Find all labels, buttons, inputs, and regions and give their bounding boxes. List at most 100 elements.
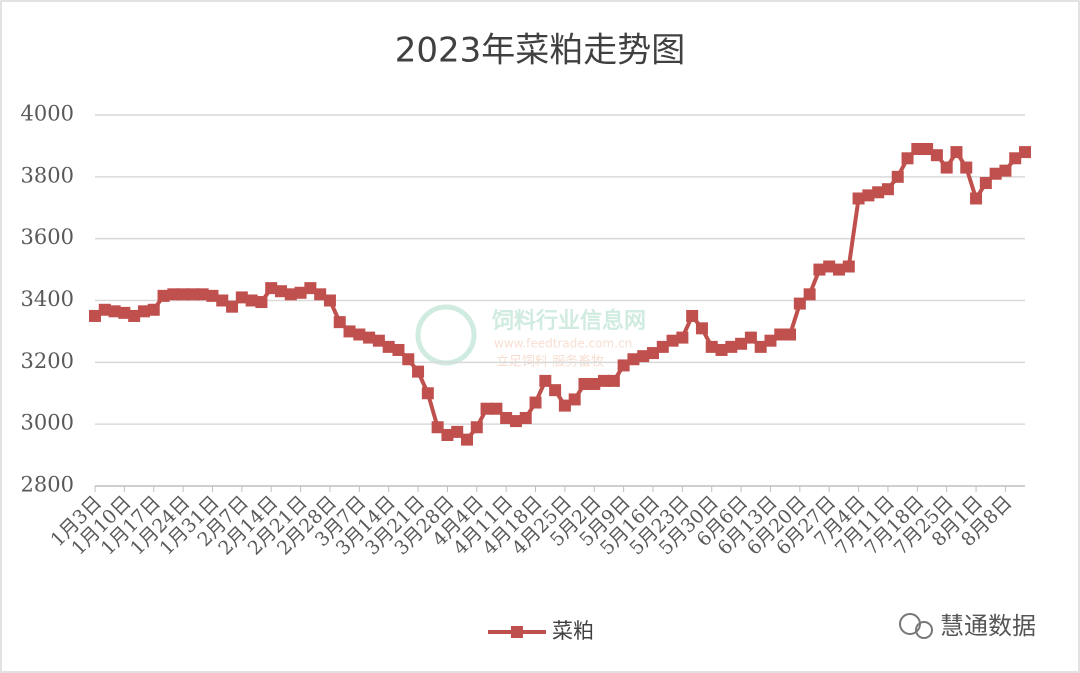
data-marker bbox=[901, 152, 914, 165]
data-marker bbox=[372, 334, 385, 347]
data-marker bbox=[686, 309, 699, 322]
data-marker bbox=[558, 399, 571, 412]
data-marker bbox=[255, 296, 268, 309]
data-marker bbox=[872, 186, 885, 199]
data-marker bbox=[333, 316, 346, 329]
source-badge: 慧通数据 bbox=[899, 612, 1036, 640]
data-marker bbox=[343, 325, 356, 338]
data-marker bbox=[284, 288, 297, 301]
data-marker bbox=[666, 334, 679, 347]
data-marker bbox=[402, 353, 415, 366]
watermark-text: 立足饲料 服务畜牧 bbox=[496, 354, 604, 370]
data-marker bbox=[979, 177, 992, 190]
data-marker bbox=[245, 294, 258, 307]
y-tick-label: 3600 bbox=[21, 225, 74, 249]
data-marker bbox=[196, 288, 209, 301]
data-marker bbox=[793, 297, 806, 310]
data-marker bbox=[881, 183, 894, 196]
data-marker bbox=[833, 263, 845, 276]
data-marker bbox=[177, 288, 190, 301]
data-marker bbox=[206, 289, 219, 302]
data-marker bbox=[421, 387, 434, 400]
data-marker bbox=[930, 149, 943, 162]
data-marker bbox=[314, 288, 327, 301]
data-marker bbox=[147, 303, 160, 316]
data-marker bbox=[353, 328, 366, 341]
data-marker bbox=[431, 421, 444, 434]
y-tick-label: 3200 bbox=[21, 349, 74, 373]
data-marker bbox=[852, 192, 865, 205]
y-tick-label: 2800 bbox=[21, 473, 74, 497]
data-marker bbox=[970, 192, 983, 205]
data-marker bbox=[803, 288, 816, 301]
data-marker bbox=[598, 374, 611, 387]
data-marker bbox=[774, 328, 787, 341]
data-marker bbox=[275, 285, 287, 298]
data-marker bbox=[441, 428, 454, 441]
data-marker bbox=[862, 189, 875, 202]
data-marker bbox=[186, 288, 199, 301]
data-marker bbox=[744, 331, 757, 344]
data-marker bbox=[509, 415, 522, 428]
data-marker bbox=[108, 305, 121, 318]
data-marker bbox=[705, 340, 718, 353]
watermark-text: 饲料行业信息网 bbox=[491, 308, 646, 334]
data-marker bbox=[627, 353, 640, 366]
data-marker bbox=[412, 365, 425, 378]
data-marker bbox=[735, 337, 748, 350]
data-marker bbox=[989, 167, 1002, 180]
watermark-text: www.feedtrade.com.cn bbox=[494, 337, 632, 351]
data-marker bbox=[637, 350, 650, 363]
data-marker bbox=[167, 288, 180, 301]
y-tick-label: 3800 bbox=[21, 163, 74, 187]
data-marker bbox=[235, 291, 248, 304]
y-tick-label: 3000 bbox=[21, 411, 74, 435]
data-marker bbox=[323, 294, 336, 307]
data-marker bbox=[461, 433, 473, 446]
data-marker bbox=[89, 309, 101, 322]
data-marker bbox=[647, 347, 659, 360]
data-marker bbox=[128, 309, 141, 322]
data-marker bbox=[500, 411, 513, 424]
data-marker bbox=[265, 282, 278, 295]
data-marker bbox=[1009, 152, 1022, 165]
data-marker bbox=[921, 143, 934, 156]
data-marker bbox=[216, 294, 229, 307]
y-tick-label: 4000 bbox=[21, 102, 74, 126]
data-marker bbox=[578, 377, 591, 390]
data-marker bbox=[392, 343, 405, 356]
data-marker bbox=[617, 359, 630, 372]
data-marker bbox=[519, 411, 532, 424]
data-marker bbox=[695, 322, 708, 335]
source-icon bbox=[915, 621, 933, 639]
data-marker bbox=[891, 170, 904, 183]
chart-title: 2023年菜粕走势图 bbox=[395, 31, 686, 71]
data-marker bbox=[813, 263, 826, 276]
data-marker bbox=[911, 143, 924, 156]
data-marker bbox=[539, 374, 552, 387]
data-marker bbox=[715, 343, 728, 356]
source-text: 慧通数据 bbox=[940, 612, 1036, 640]
data-marker bbox=[549, 384, 562, 397]
data-marker bbox=[470, 421, 483, 434]
data-marker bbox=[294, 286, 307, 299]
data-marker bbox=[842, 260, 855, 273]
data-marker bbox=[529, 396, 542, 409]
data-marker bbox=[363, 331, 376, 344]
data-marker bbox=[382, 340, 395, 353]
data-marker bbox=[451, 425, 464, 438]
data-marker bbox=[157, 289, 170, 302]
data-marker bbox=[960, 161, 973, 174]
legend-label: 菜粕 bbox=[552, 619, 594, 643]
data-marker bbox=[490, 402, 503, 415]
data-marker bbox=[656, 340, 669, 353]
data-marker bbox=[676, 331, 689, 344]
data-marker bbox=[1019, 146, 1031, 159]
data-marker bbox=[98, 303, 111, 316]
data-marker bbox=[480, 402, 493, 415]
data-marker bbox=[588, 377, 601, 390]
data-marker bbox=[754, 340, 767, 353]
data-marker bbox=[823, 260, 836, 273]
